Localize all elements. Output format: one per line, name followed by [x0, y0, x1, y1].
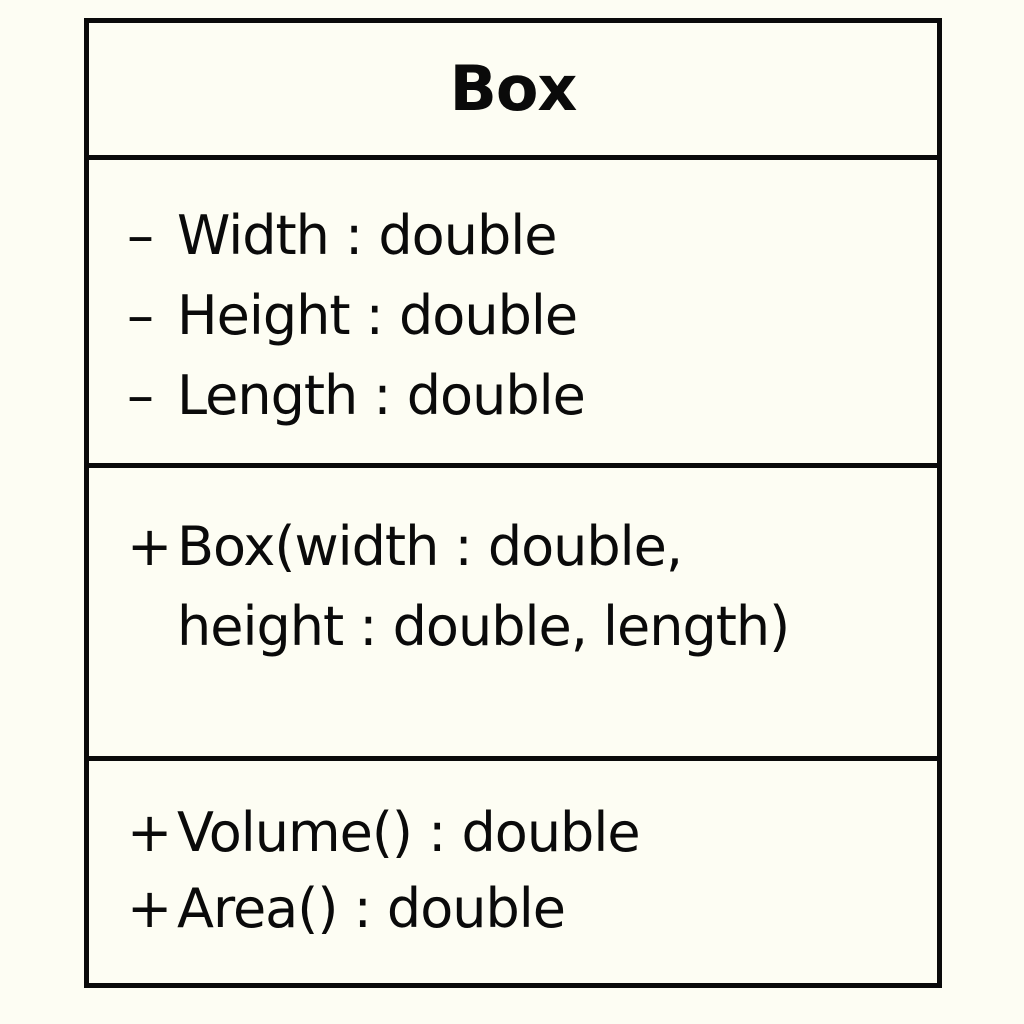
attribute-text: Width : double — [177, 204, 557, 267]
operations-compartment: + Volume() : double + Area() : double — [89, 761, 937, 983]
attribute-text: Height : double — [177, 284, 578, 347]
constructor-text-continued: height : double, length) — [177, 595, 790, 658]
attribute-height: – Height : double — [127, 276, 927, 356]
operation-volume: + Volume() : double — [127, 795, 927, 871]
constructor-line-1: + Box(width : double, — [127, 507, 927, 587]
attribute-length: – Length : double — [127, 356, 927, 436]
attribute-width: – Width : double — [127, 196, 927, 276]
attributes-compartment: – Width : double – Height : double – Len… — [89, 160, 937, 468]
constructor-compartment: + Box(width : double, height : double, l… — [89, 468, 937, 761]
visibility-public: + — [127, 801, 172, 864]
visibility-private: – — [127, 204, 154, 267]
visibility-public: + — [127, 515, 172, 578]
class-name: Box — [449, 52, 578, 125]
operation-area: + Area() : double — [127, 871, 927, 947]
uml-class-box: Box – Width : double – Height : double –… — [84, 18, 942, 988]
continuation-indent — [127, 587, 177, 667]
operation-text: Area() : double — [177, 877, 566, 940]
operation-text: Volume() : double — [177, 801, 641, 864]
visibility-public: + — [127, 877, 172, 940]
constructor-text: Box(width : double, — [177, 515, 683, 578]
visibility-private: – — [127, 364, 154, 427]
constructor-line-2: height : double, length) — [127, 587, 927, 667]
class-name-compartment: Box — [89, 23, 937, 160]
visibility-private: – — [127, 284, 154, 347]
attribute-text: Length : double — [177, 364, 586, 427]
